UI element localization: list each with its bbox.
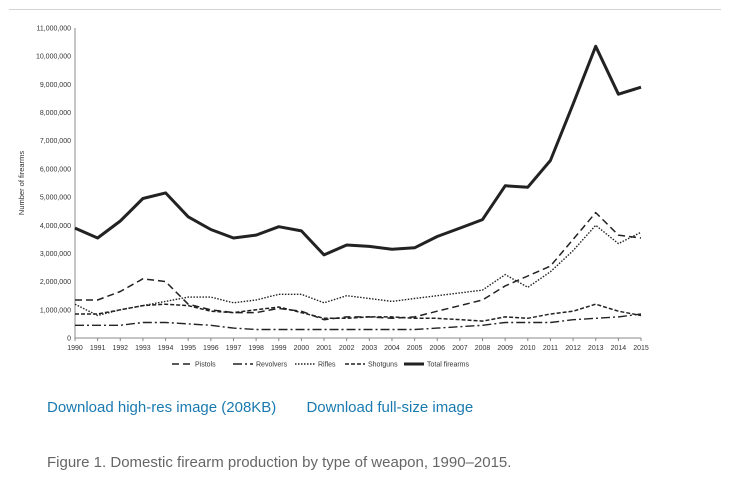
x-tick-label: 1998 [248, 345, 264, 352]
x-tick-label: 1993 [135, 345, 151, 352]
x-tick-label: 2015 [633, 345, 649, 352]
y-tick-label: 4,000,000 [40, 223, 71, 230]
x-tick-label: 2014 [611, 345, 627, 352]
download-fullsize-link[interactable]: Download full-size image [306, 399, 474, 416]
x-tick-label: 2004 [384, 345, 400, 352]
x-tick-label: 1992 [112, 345, 128, 352]
x-tick-label: 1996 [203, 345, 219, 352]
y-tick-label: 2,000,000 [40, 279, 71, 286]
x-tick-label: 2011 [543, 345, 558, 352]
x-tick-label: 2008 [475, 345, 491, 352]
x-tick-label: 2006 [429, 345, 445, 352]
firearm-production-chart: 0 1,000,000 2,000,000 3,000,000 4,000,000 5,0… [17, 26, 649, 369]
y-tick-label: 3,000,000 [40, 251, 71, 258]
x-tick-label: 1991 [90, 345, 106, 352]
x-tick-label: 2010 [520, 345, 536, 352]
legend-label: Total firearms [427, 362, 470, 369]
y-tick-label: 8,000,000 [40, 110, 71, 117]
x-tick-label: 2009 [497, 345, 513, 352]
y-tick-label: 11,000,000 [36, 26, 71, 33]
figure-caption: Figure 1. Domestic firearm production by… [47, 454, 512, 471]
download-links: Download high-res image (208KB) Download… [47, 399, 499, 416]
x-tick-label: 2005 [407, 345, 423, 352]
series-line-rifles [74, 224, 642, 317]
x-tick-label: 2000 [294, 345, 310, 352]
y-tick-label: 6,000,000 [40, 166, 71, 173]
x-tick-label: 1994 [158, 345, 174, 352]
x-tick-label: 1995 [180, 345, 196, 352]
top-divider [9, 9, 721, 10]
download-highres-link[interactable]: Download high-res image (208KB) [47, 399, 277, 416]
series-line-shotguns [75, 303, 642, 322]
y-tick-label: 7,000,000 [40, 138, 71, 145]
x-tick-label: 2012 [565, 345, 581, 352]
x-tick-label: 2013 [588, 345, 604, 352]
y-tick-label: 0 [67, 336, 71, 343]
legend-label: Revolvers [256, 362, 288, 369]
x-tick-label: 1997 [226, 345, 242, 352]
y-axis-title: Number of firearms [17, 151, 26, 215]
x-tick-label: 2003 [362, 345, 378, 352]
x-tick-label: 2002 [339, 345, 355, 352]
series-line-total-firearms [74, 44, 642, 257]
y-tick-label: 1,000,000 [40, 307, 71, 314]
y-tick-label: 10,000,000 [36, 54, 71, 61]
x-tick-label: 1990 [67, 345, 83, 352]
x-tick-label: 2007 [452, 345, 468, 352]
series-line-pistols [75, 211, 642, 321]
series-line-revolvers [75, 313, 642, 331]
legend-label: Rifles [318, 362, 336, 369]
y-tick-label: 5,000,000 [40, 195, 71, 202]
x-tick-label: 1999 [271, 345, 287, 352]
x-tick-label: 2001 [316, 345, 332, 352]
legend-label: Shotguns [368, 362, 398, 369]
y-tick-label: 9,000,000 [40, 82, 71, 89]
legend-label: Pistols [195, 362, 216, 369]
